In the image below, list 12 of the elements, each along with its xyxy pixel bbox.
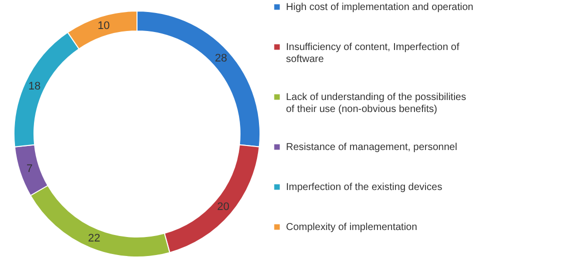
legend-label: Resistance of management, personnel [286, 142, 458, 153]
legend-label: Lack of understanding of the possibilities of their use (non-obvious benefits) [286, 92, 466, 115]
data-label: 20 [217, 201, 230, 214]
legend-label: Imperfection of the existing devices [286, 182, 442, 193]
legend-label: Insufficiency of content, Imperfection of software [286, 42, 460, 65]
data-label: 7 [26, 162, 33, 175]
data-label: 28 [214, 52, 228, 64]
legend-label: Complexity of implementation [286, 222, 418, 233]
data-label: 22 [88, 232, 100, 245]
data-label: 10 [98, 20, 110, 32]
legend-label: High cost of implementation and operation [286, 2, 474, 13]
data-label: 18 [28, 80, 41, 92]
